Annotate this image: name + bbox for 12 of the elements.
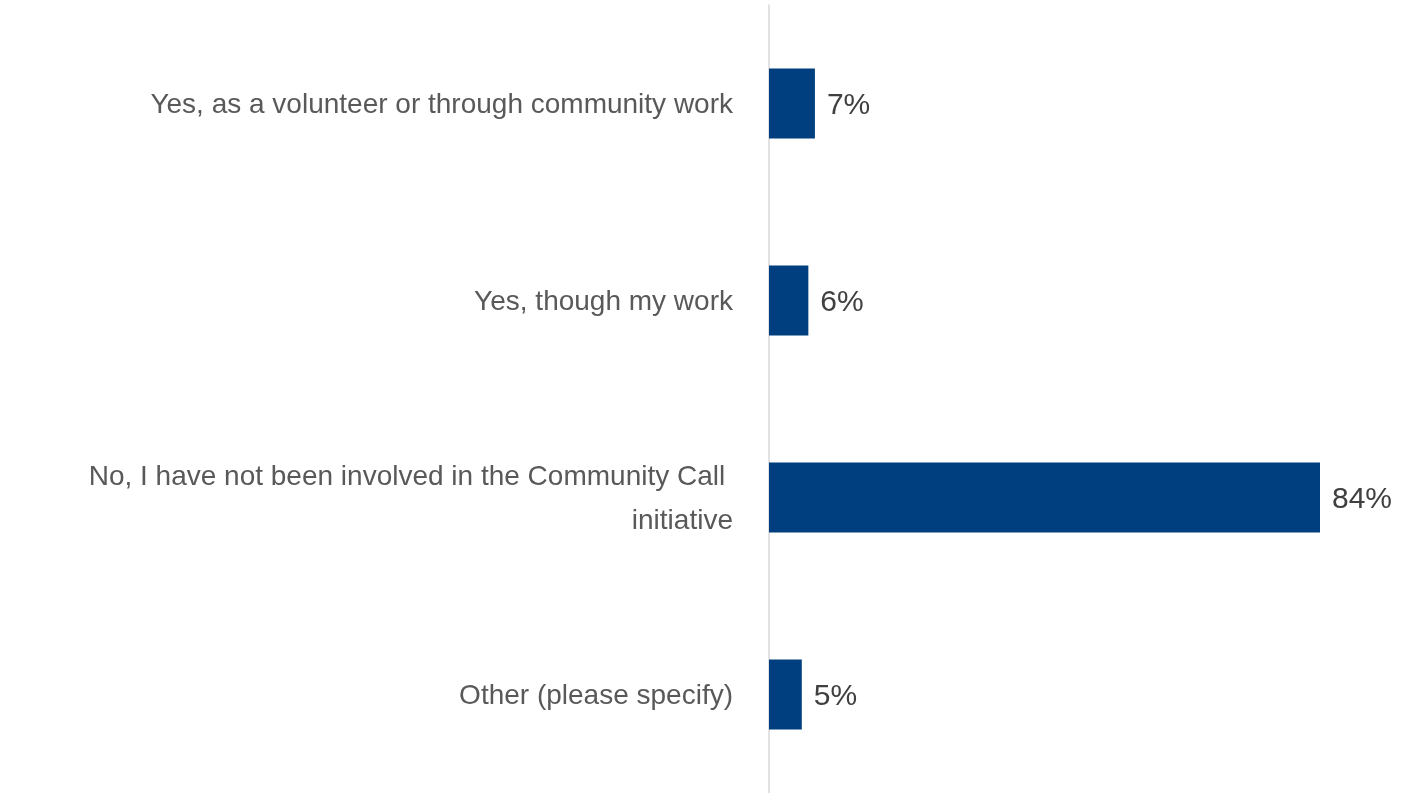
y-tick-label: Yes, as a volunteer or through community work (150, 88, 734, 119)
y-tick-label: No, I have not been involved in the Community Call initiative (88, 460, 733, 535)
bar (769, 659, 802, 730)
y-tick-label: Yes, though my work (474, 285, 734, 316)
y-tick-label: Other (please specify) (459, 679, 733, 710)
bar (769, 265, 809, 336)
data-label: 84% (1332, 481, 1393, 514)
data-label: 7% (826, 87, 871, 120)
bar (769, 68, 815, 139)
data-label: 5% (813, 678, 858, 711)
bar (769, 462, 1320, 533)
data-label: 6% (820, 284, 864, 317)
